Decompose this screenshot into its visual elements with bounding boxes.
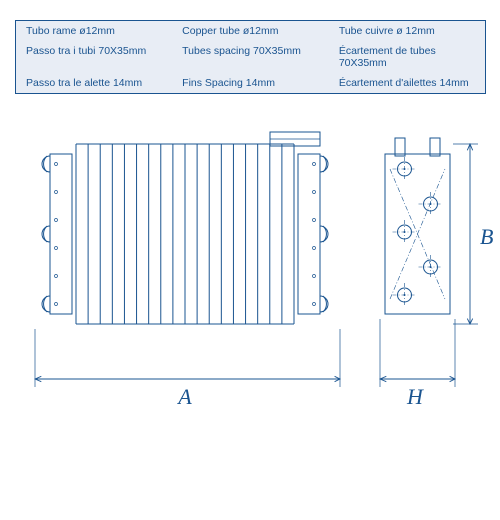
svg-text:B: B: [480, 224, 493, 249]
spec-cell: Écartement de tubes 70X35mm: [329, 41, 486, 73]
spec-cell: Tubo rame ø12mm: [16, 21, 173, 42]
table-row: Passo tra le alette 14mm Fins Spacing 14…: [16, 73, 486, 94]
table-row: Tubo rame ø12mm Copper tube ø12mm Tube c…: [16, 21, 486, 42]
svg-text:H: H: [406, 384, 424, 409]
technical-diagram: A H B: [0, 104, 500, 484]
spec-cell: Passo tra i tubi 70X35mm: [16, 41, 173, 73]
spec-cell: Fins Spacing 14mm: [172, 73, 329, 94]
spec-table: Tubo rame ø12mm Copper tube ø12mm Tube c…: [15, 20, 486, 94]
spec-cell: Passo tra le alette 14mm: [16, 73, 173, 94]
spec-cell: Tubes spacing 70X35mm: [172, 41, 329, 73]
spec-cell: Copper tube ø12mm: [172, 21, 329, 42]
spec-cell: Tube cuivre ø 12mm: [329, 21, 486, 42]
spec-cell: Écartement d'ailettes 14mm: [329, 73, 486, 94]
svg-text:A: A: [176, 384, 192, 409]
table-row: Passo tra i tubi 70X35mm Tubes spacing 7…: [16, 41, 486, 73]
diagram-svg: A H B: [0, 104, 500, 484]
